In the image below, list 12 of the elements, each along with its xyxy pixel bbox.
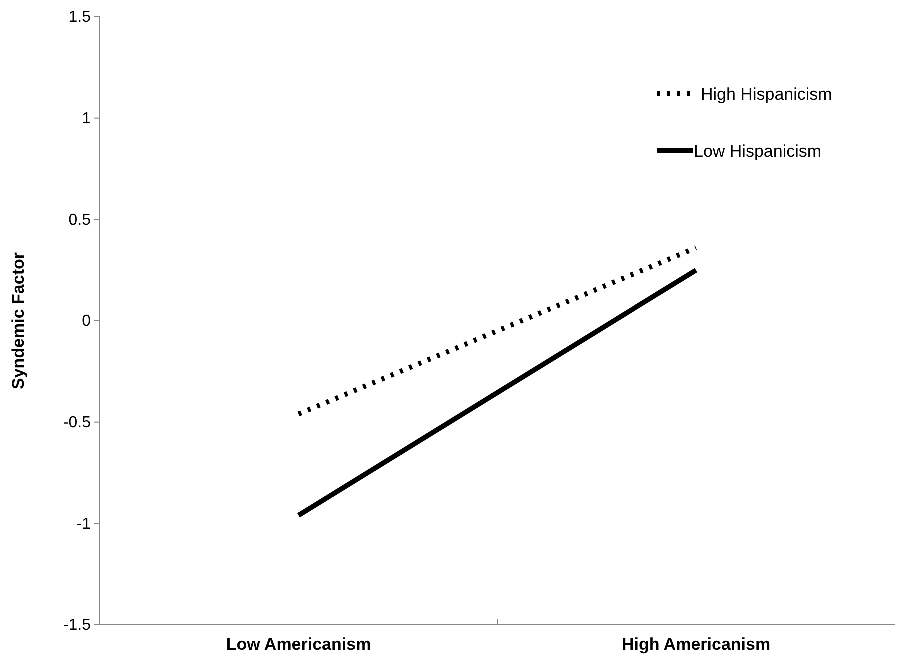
y-tick-label: -1.5 <box>63 617 92 634</box>
legend-label: Low Hispanicism <box>694 142 822 161</box>
y-tick-label: 1 <box>82 110 92 128</box>
y-axis-title: Syndemic Factor <box>9 252 28 390</box>
y-tick-label: 0.5 <box>68 212 92 229</box>
y-tick-label: -1 <box>76 516 92 533</box>
legend-label: High Hispanicism <box>701 85 832 104</box>
y-tick-label: 0 <box>82 313 92 330</box>
y-tick-label: 1.5 <box>68 9 92 26</box>
x-tick-label: High Americanism <box>622 635 771 654</box>
y-tick-label: -0.5 <box>63 414 92 432</box>
x-tick-label: Low Americanism <box>226 635 372 654</box>
